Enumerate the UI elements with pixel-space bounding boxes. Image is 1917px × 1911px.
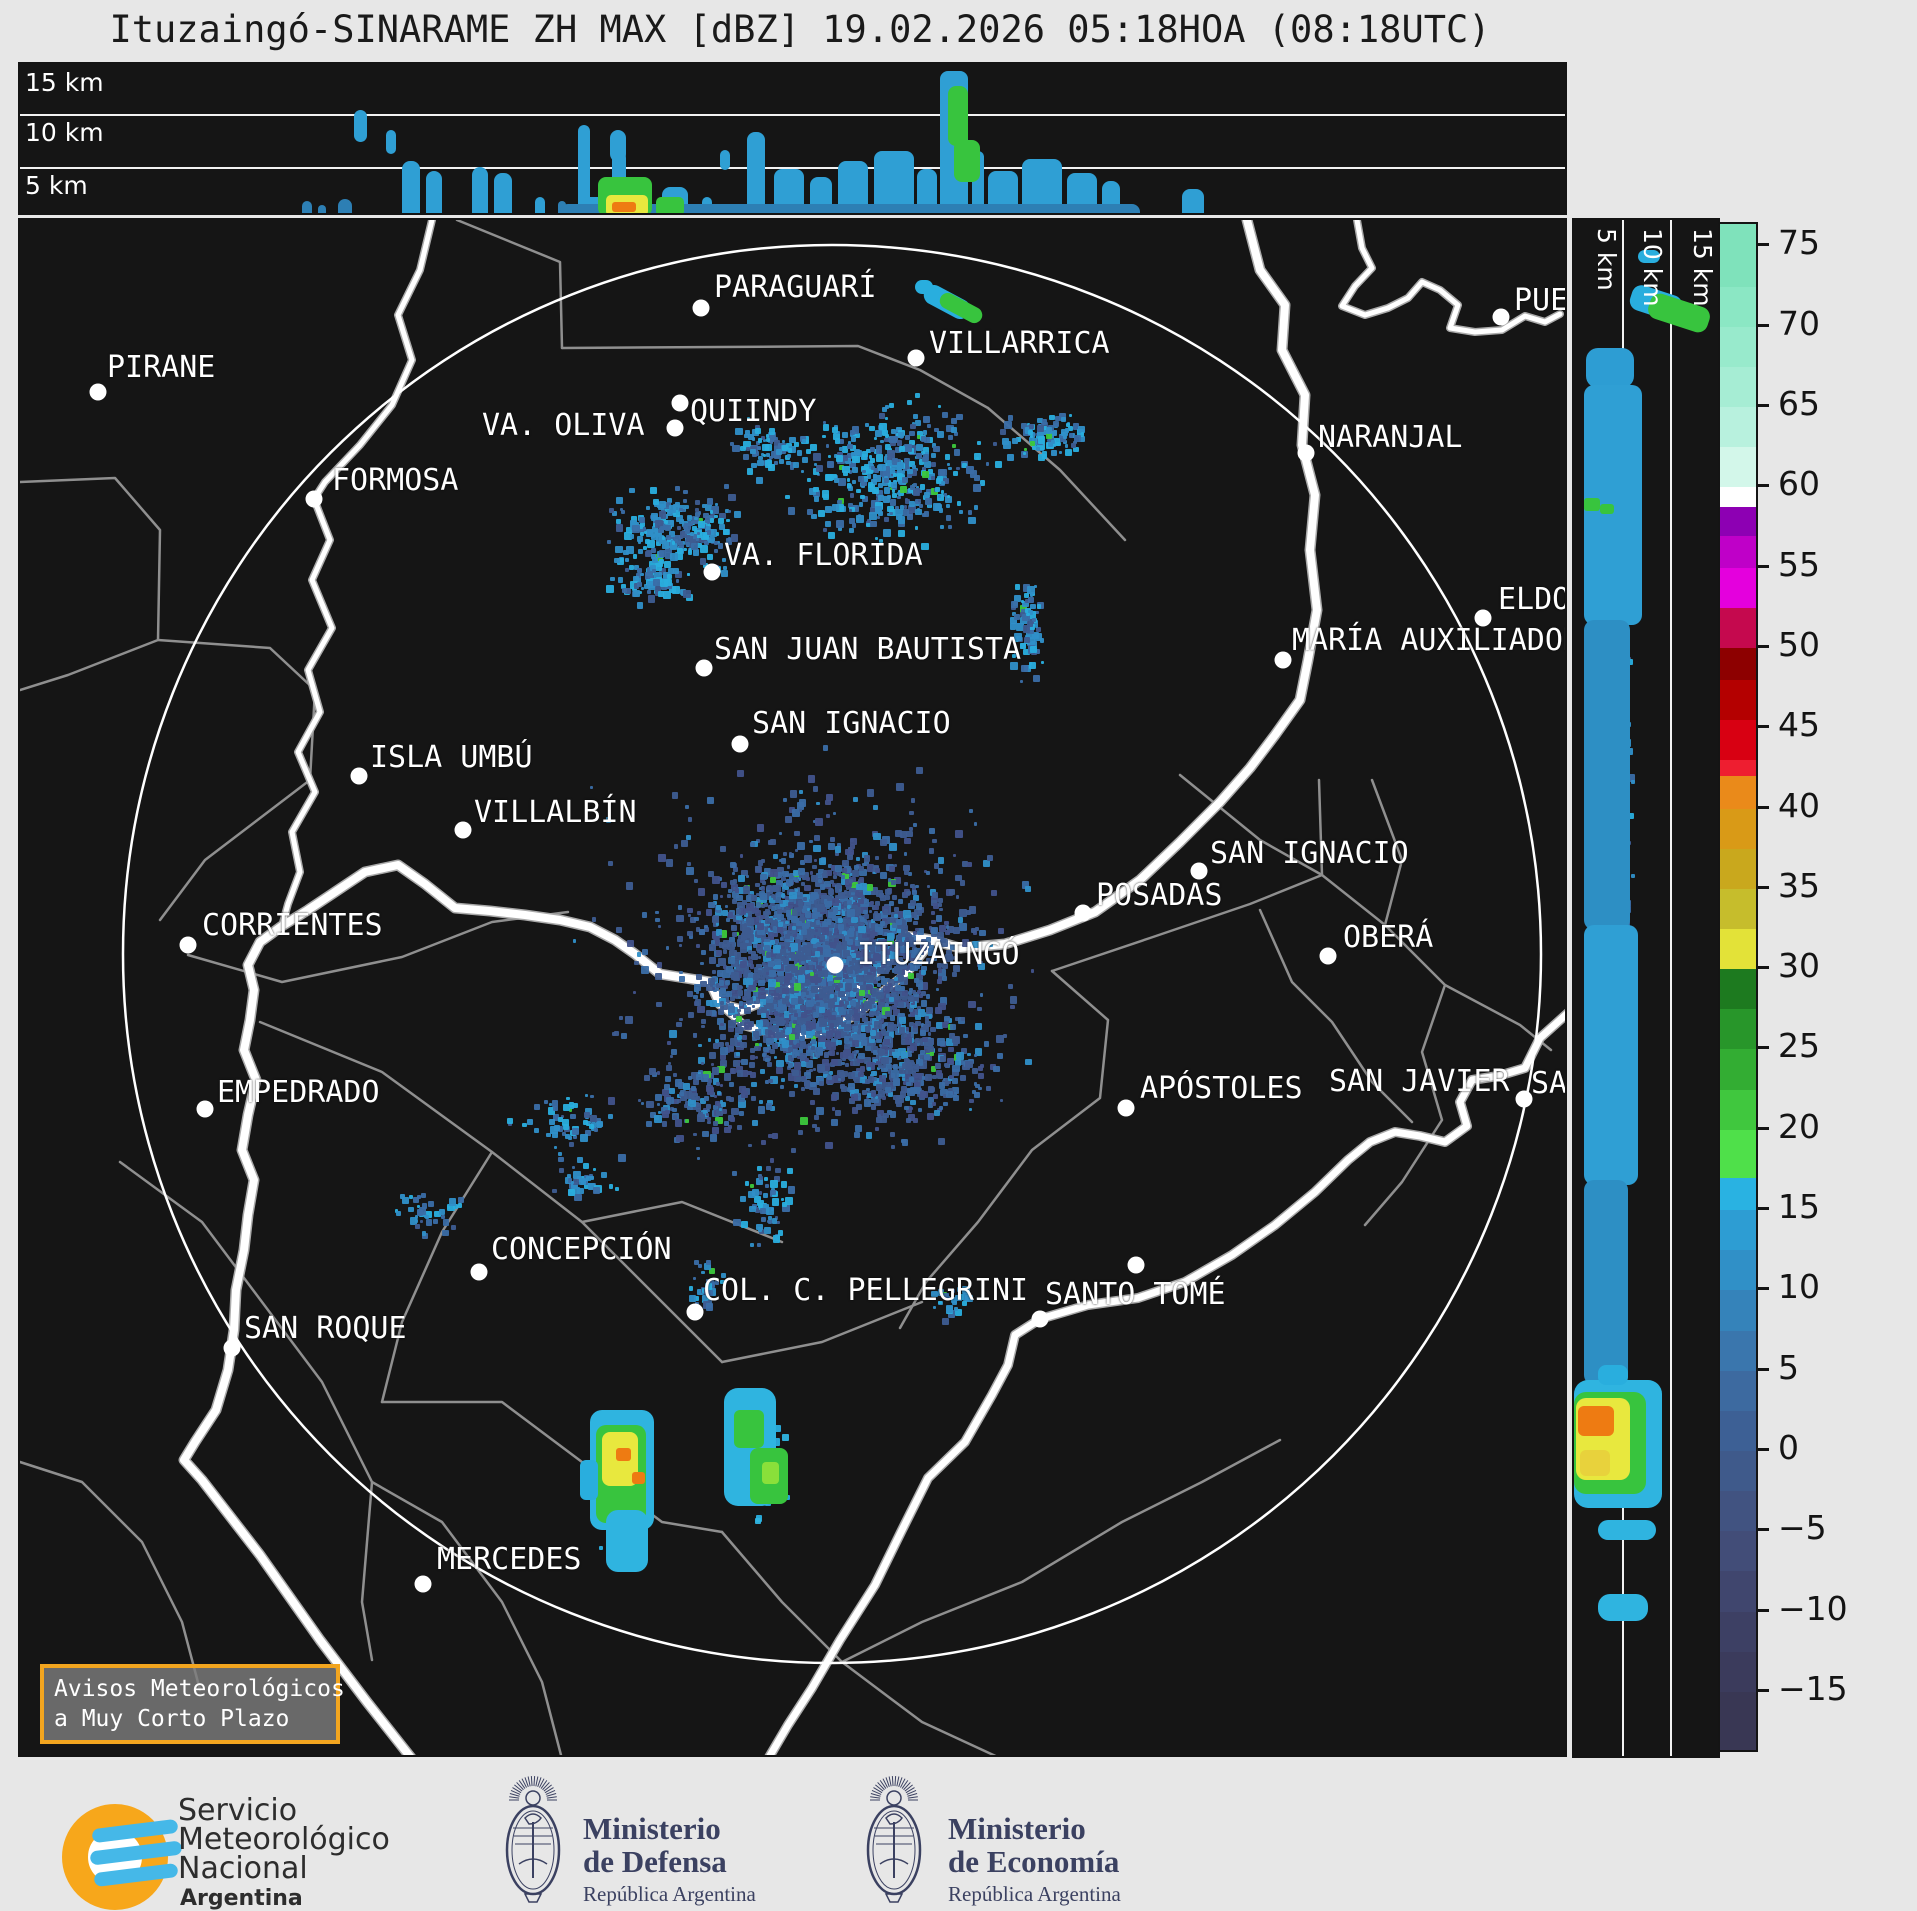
radar-echo: [402, 161, 420, 214]
radar-echo: [354, 110, 367, 142]
radar-echo: [656, 197, 684, 215]
top-panel-label-10km: 10 km: [25, 118, 104, 147]
top-cross-section-panel: 15 km 10 km 5 km: [18, 62, 1567, 215]
radar-echo: [720, 150, 730, 170]
radar-echo: [318, 205, 326, 214]
radar-echo: [612, 202, 636, 212]
top-panel-label-5km: 5 km: [25, 171, 88, 200]
radar-echo: [948, 86, 968, 146]
radar-echo: [494, 173, 512, 214]
gridline-10km: [20, 114, 1565, 116]
radar-echo: [386, 130, 396, 154]
radar-echo: [472, 167, 488, 214]
radar-echo: [747, 132, 765, 214]
radar-echo: [302, 201, 312, 214]
page-title: Ituzaingó-SINARAME ZH MAX [dBZ] 19.02.20…: [0, 8, 1600, 51]
radar-echo: [535, 197, 545, 214]
radar-echo: [954, 140, 980, 182]
top-panel-label-15km: 15 km: [25, 68, 104, 97]
radar-echo: [338, 199, 352, 214]
radar-echo: [610, 130, 626, 162]
radar-echo: [1182, 189, 1204, 214]
radar-echo: [426, 171, 442, 214]
